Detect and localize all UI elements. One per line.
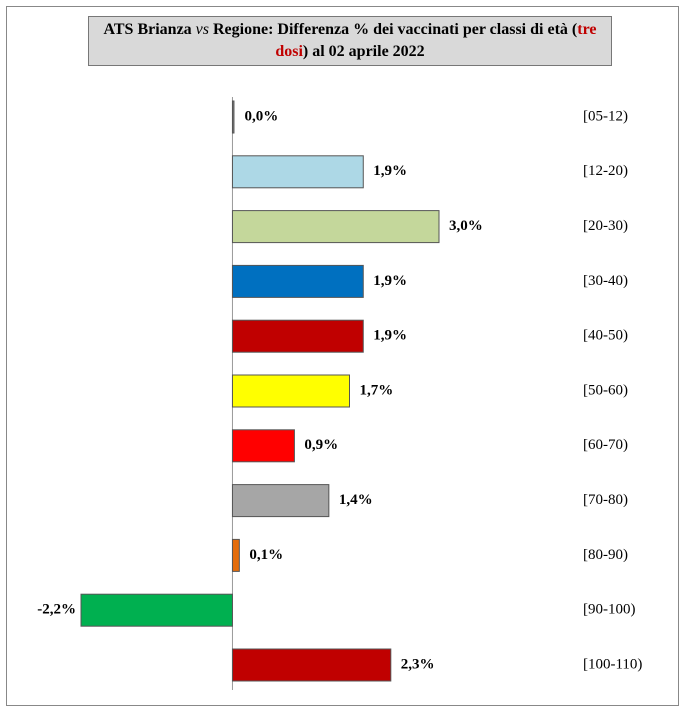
value-label: 1,9% [373,163,407,179]
title-part: vs [195,21,209,38]
category-label: [90-100) [583,602,636,618]
category-label: [80-90) [583,547,628,563]
bar [231,100,235,134]
bar [231,648,392,682]
bar [80,593,233,627]
value-label: 1,9% [373,273,407,289]
value-label: 0,1% [249,547,283,563]
value-label: 3,0% [449,218,483,234]
bar [231,264,364,298]
category-label: [20-30) [583,218,628,234]
chart-title: ATS Brianza vs Regione: Differenza % dei… [88,16,612,66]
bar [231,155,364,189]
value-label: 0,0% [244,108,278,124]
value-label: 1,9% [373,328,407,344]
value-label: 1,7% [360,382,394,398]
category-label: [100-110) [583,656,642,672]
bar [231,429,295,463]
bar [231,210,440,244]
category-label: [70-80) [583,492,628,508]
bar [231,374,350,408]
category-label: [60-70) [583,437,628,453]
bar [231,319,364,353]
bar [231,538,240,572]
category-label: [50-60) [583,382,628,398]
title-part: ) al 02 aprile 2022 [302,43,425,60]
value-label: 0,9% [304,437,338,453]
category-label: [05-12) [583,108,628,124]
title-part: tre dosi [275,21,601,60]
chart-frame [6,6,679,706]
bar [231,484,330,518]
value-label: -2,2% [37,602,76,618]
value-label: 1,4% [339,492,373,508]
value-label: 2,3% [401,656,435,672]
title-part: Regione: Differenza % dei vaccinati per … [209,21,578,38]
category-label: [40-50) [583,328,628,344]
title-part: ATS Brianza [103,21,196,38]
category-label: [30-40) [583,273,628,289]
category-label: [12-20) [583,163,628,179]
